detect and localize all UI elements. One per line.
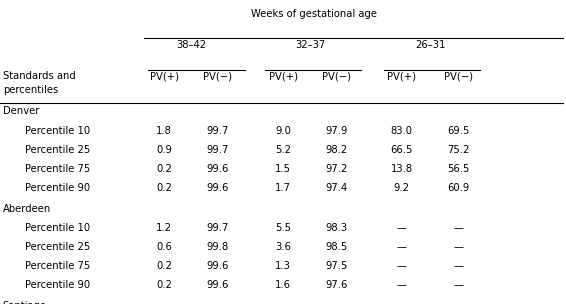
Text: Percentile 10: Percentile 10 — [25, 223, 91, 233]
Text: Percentile 25: Percentile 25 — [25, 242, 91, 252]
Text: 32–37: 32–37 — [295, 40, 325, 50]
Text: 9.2: 9.2 — [394, 183, 410, 193]
Text: 1.3: 1.3 — [275, 261, 291, 271]
Text: 99.7: 99.7 — [207, 223, 229, 233]
Text: Percentile 90: Percentile 90 — [25, 183, 91, 193]
Text: —: — — [453, 242, 464, 252]
Text: 66.5: 66.5 — [391, 145, 413, 155]
Text: 99.6: 99.6 — [207, 261, 229, 271]
Text: 0.2: 0.2 — [156, 261, 172, 271]
Text: —: — — [453, 280, 464, 290]
Text: 75.2: 75.2 — [447, 145, 470, 155]
Text: —: — — [453, 223, 464, 233]
Text: 83.0: 83.0 — [391, 126, 413, 136]
Text: 0.2: 0.2 — [156, 183, 172, 193]
Text: Percentile 90: Percentile 90 — [25, 280, 91, 290]
Text: Percentile 25: Percentile 25 — [25, 145, 91, 155]
Text: PV(−): PV(−) — [444, 71, 473, 81]
Text: 1.6: 1.6 — [275, 280, 291, 290]
Text: —: — — [397, 242, 407, 252]
Text: 99.7: 99.7 — [207, 126, 229, 136]
Text: 99.6: 99.6 — [207, 164, 229, 174]
Text: 97.6: 97.6 — [325, 280, 348, 290]
Text: 0.6: 0.6 — [156, 242, 172, 252]
Text: Aberdeen: Aberdeen — [3, 204, 51, 214]
Text: 69.5: 69.5 — [447, 126, 470, 136]
Text: 60.9: 60.9 — [447, 183, 470, 193]
Text: Standards and
percentiles: Standards and percentiles — [3, 71, 76, 95]
Text: Santiago: Santiago — [3, 301, 47, 304]
Text: 13.8: 13.8 — [391, 164, 413, 174]
Text: PV(+): PV(+) — [268, 71, 298, 81]
Text: Weeks of gestational age: Weeks of gestational age — [251, 9, 377, 19]
Text: 5.5: 5.5 — [275, 223, 291, 233]
Text: —: — — [397, 261, 407, 271]
Text: 1.5: 1.5 — [275, 164, 291, 174]
Text: —: — — [453, 261, 464, 271]
Text: 98.2: 98.2 — [325, 145, 348, 155]
Text: 97.5: 97.5 — [325, 261, 348, 271]
Text: 26–31: 26–31 — [415, 40, 445, 50]
Text: 1.2: 1.2 — [156, 223, 172, 233]
Text: 1.7: 1.7 — [275, 183, 291, 193]
Text: Percentile 75: Percentile 75 — [25, 261, 91, 271]
Text: PV(−): PV(−) — [203, 71, 233, 81]
Text: —: — — [397, 280, 407, 290]
Text: 97.2: 97.2 — [325, 164, 348, 174]
Text: 5.2: 5.2 — [275, 145, 291, 155]
Text: 9.0: 9.0 — [275, 126, 291, 136]
Text: PV(−): PV(−) — [322, 71, 351, 81]
Text: 0.9: 0.9 — [156, 145, 172, 155]
Text: 56.5: 56.5 — [447, 164, 470, 174]
Text: Percentile 10: Percentile 10 — [25, 126, 91, 136]
Text: PV(+): PV(+) — [387, 71, 417, 81]
Text: 1.8: 1.8 — [156, 126, 172, 136]
Text: 3.6: 3.6 — [275, 242, 291, 252]
Text: 99.6: 99.6 — [207, 280, 229, 290]
Text: 99.6: 99.6 — [207, 183, 229, 193]
Text: 38–42: 38–42 — [176, 40, 207, 50]
Text: —: — — [397, 223, 407, 233]
Text: 98.5: 98.5 — [325, 242, 348, 252]
Text: Denver: Denver — [3, 106, 39, 116]
Text: 99.7: 99.7 — [207, 145, 229, 155]
Text: 0.2: 0.2 — [156, 280, 172, 290]
Text: 97.9: 97.9 — [325, 126, 348, 136]
Text: 99.8: 99.8 — [207, 242, 229, 252]
Text: PV(+): PV(+) — [149, 71, 179, 81]
Text: 0.2: 0.2 — [156, 164, 172, 174]
Text: 97.4: 97.4 — [325, 183, 348, 193]
Text: 98.3: 98.3 — [325, 223, 348, 233]
Text: Percentile 75: Percentile 75 — [25, 164, 91, 174]
